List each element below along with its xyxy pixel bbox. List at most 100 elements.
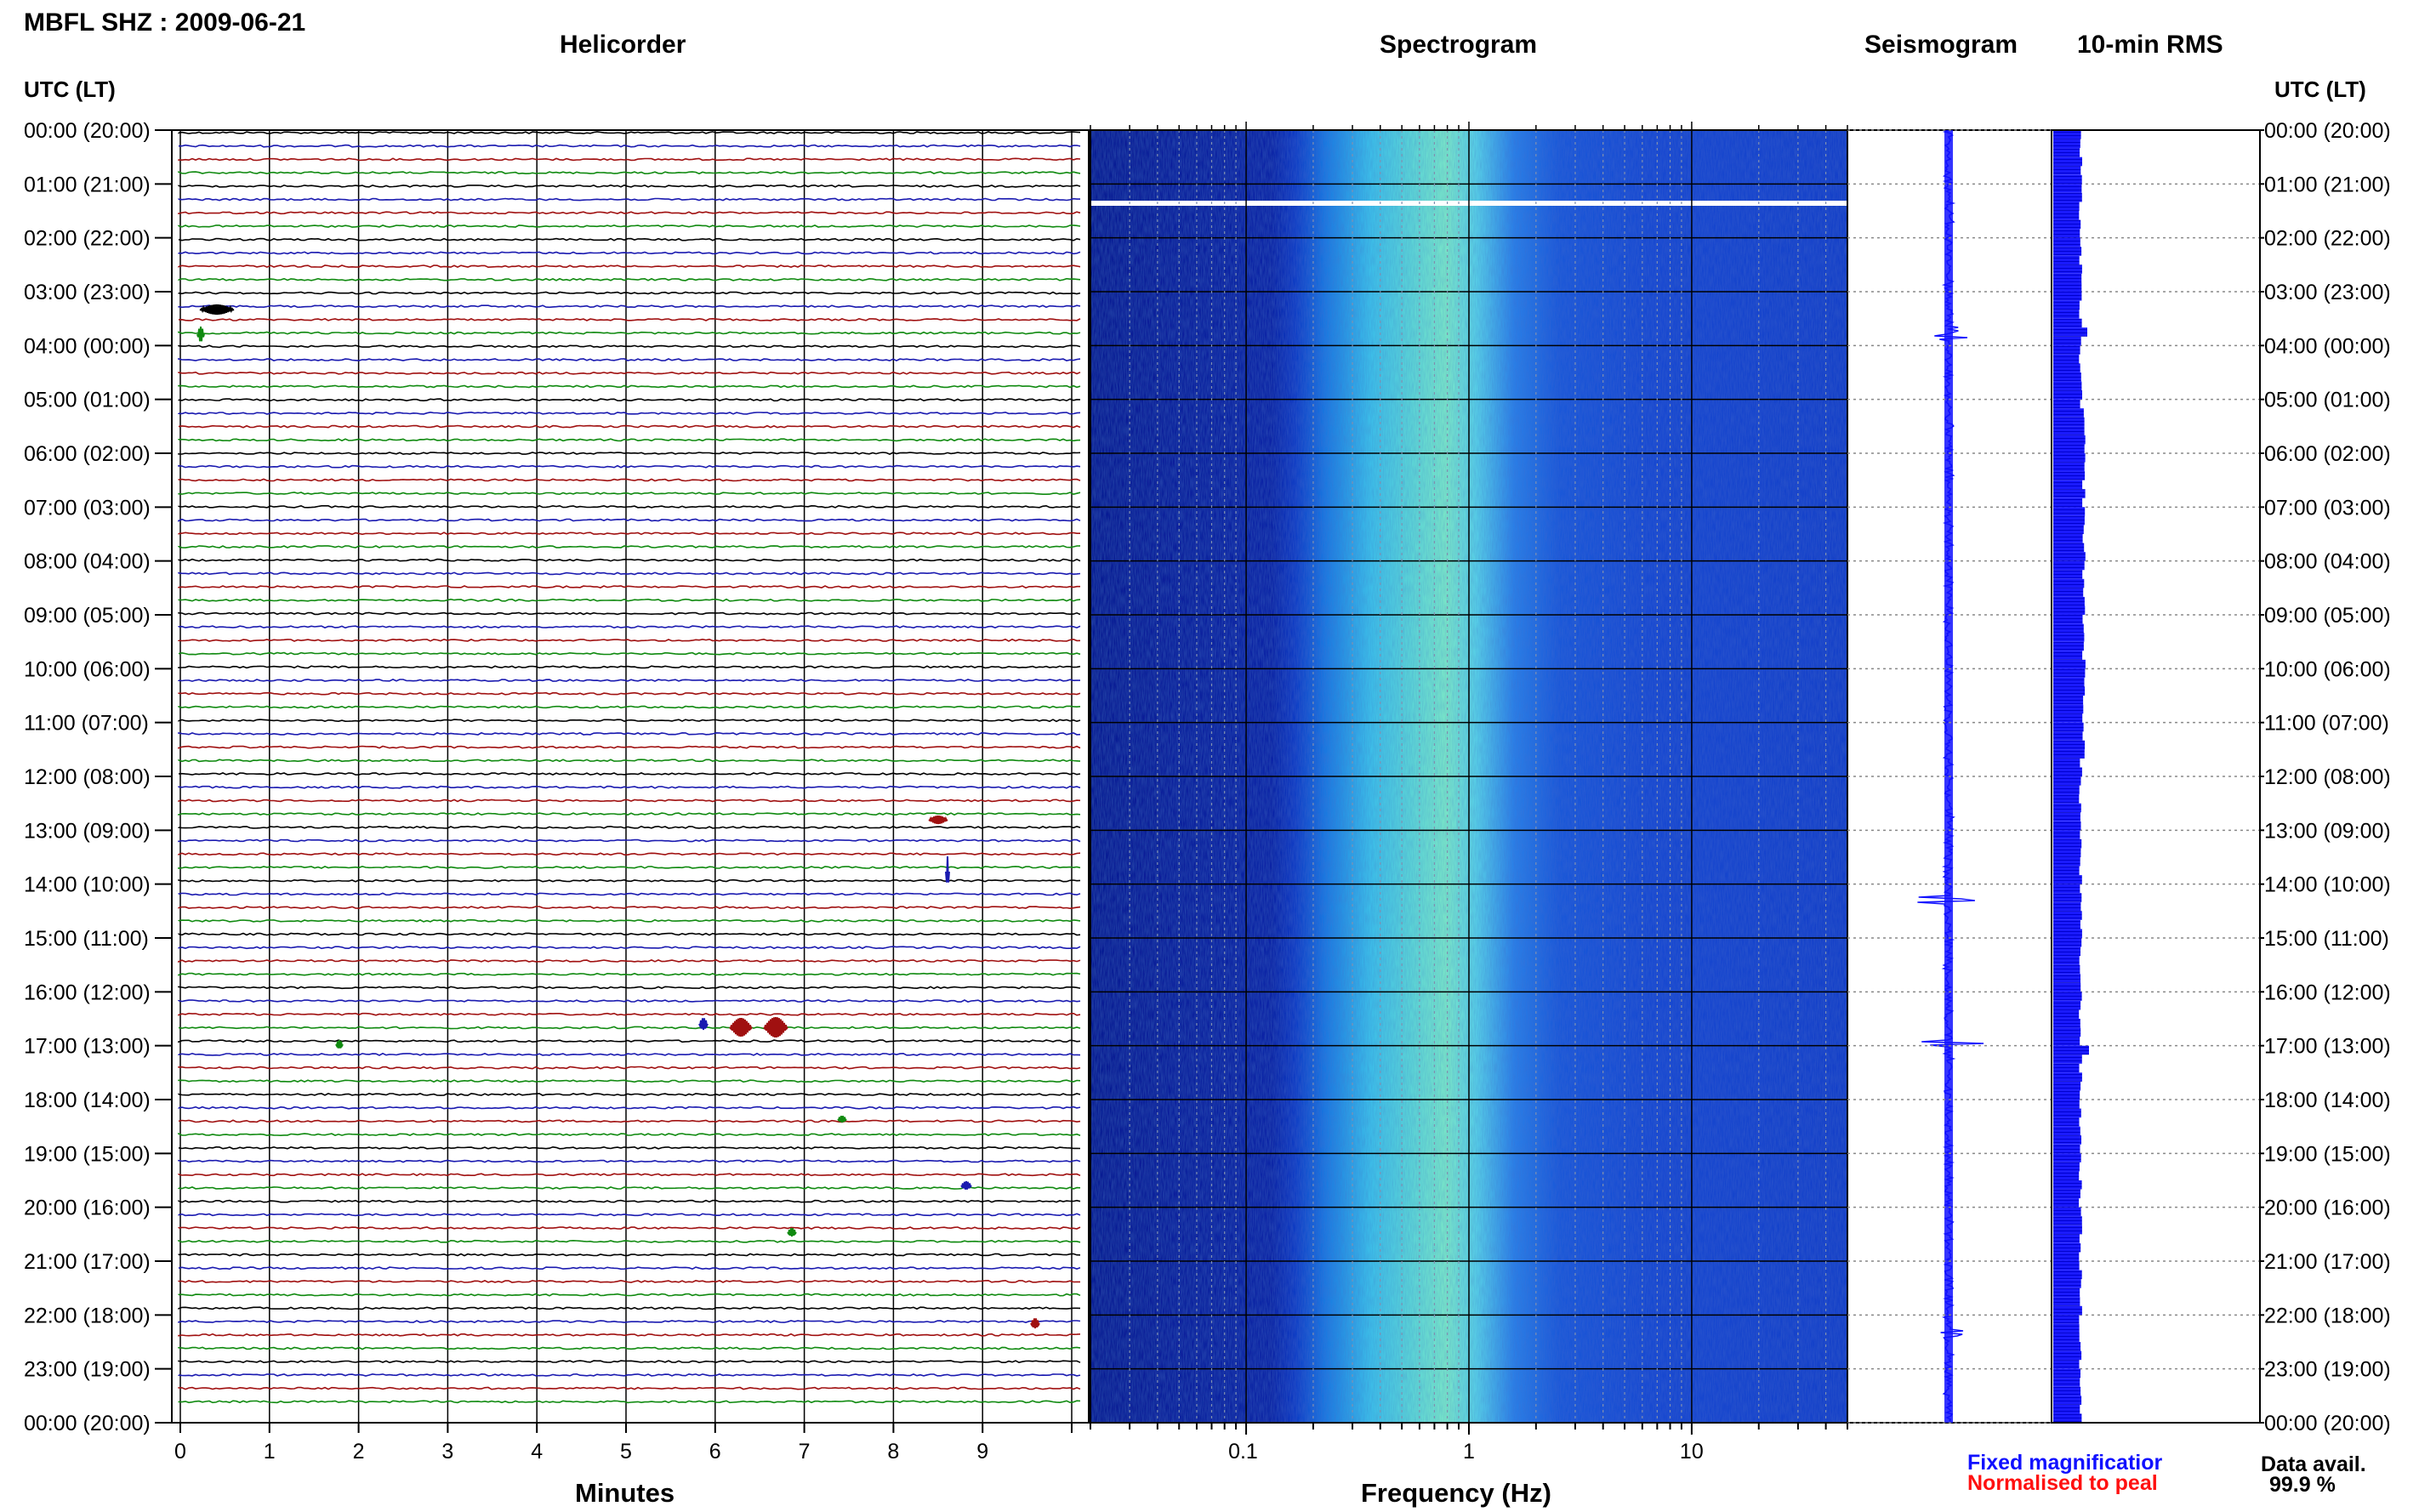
rms-bar	[2053, 1090, 2080, 1100]
time-label-right: 19:00 (15:00)	[2264, 1142, 2391, 1166]
helicorder-trace	[178, 1106, 1081, 1110]
rms-bar	[2053, 722, 2084, 732]
helicorder-trace	[178, 277, 1081, 281]
helicorder-trace	[178, 1279, 1080, 1283]
helicorder-trace	[178, 1360, 1081, 1364]
helicorder-trace	[178, 357, 1081, 361]
helicorder-trace	[178, 492, 1081, 496]
helicorder-trace	[178, 452, 1081, 455]
seismogram-title: Seismogram	[1864, 31, 2018, 59]
rms-bar	[2053, 1342, 2081, 1351]
rms-bar	[2053, 1162, 2080, 1172]
minutes-axis: 0 1 2 3 4 5 6 7 8 9	[172, 1422, 1089, 1464]
rms-bar	[2053, 893, 2082, 902]
rms-bar	[2053, 1019, 2080, 1028]
time-label-left: 01:00 (21:00)	[24, 173, 151, 196]
rms-bar	[2053, 1072, 2082, 1082]
time-label-left: 00:00 (20:00)	[24, 1412, 151, 1435]
time-label-left: 12:00 (08:00)	[24, 765, 151, 789]
helicorder-trace	[178, 1159, 1081, 1163]
rms-bar	[2053, 668, 2086, 678]
rms-bar	[2053, 758, 2080, 768]
time-label-left: 03:00 (23:00)	[24, 281, 151, 304]
rms-bar	[2053, 310, 2080, 319]
helicorder-trace	[178, 1132, 1081, 1137]
rms-bar	[2053, 174, 2082, 185]
rms-bar	[2053, 1009, 2080, 1019]
helicorder-trace	[178, 906, 1081, 910]
helicorder-trace	[178, 892, 1081, 896]
data-availability-label: Data avail.	[2261, 1452, 2366, 1476]
rms-bar	[2053, 399, 2080, 409]
helicorder-trace	[178, 932, 1081, 936]
helicorder-trace	[178, 1119, 1081, 1123]
rms-bar	[2053, 578, 2085, 588]
rms-bar	[2053, 1153, 2081, 1162]
rms-bar	[2053, 1350, 2082, 1361]
rms-bar	[2053, 264, 2082, 274]
minute-tick-label: 1	[264, 1440, 276, 1464]
rms-bar	[2053, 696, 2084, 705]
rms-bar	[2053, 318, 2082, 328]
time-label-left: 23:00 (19:00)	[24, 1358, 151, 1382]
time-label-right: 00:00 (20:00)	[2264, 1412, 2391, 1435]
time-label-right: 08:00 (04:00)	[2264, 550, 2391, 574]
time-label-left: 13:00 (09:00)	[24, 819, 151, 843]
rms-bar	[2053, 964, 2080, 975]
helicorder-trace	[178, 1186, 1081, 1190]
helicorder-trace	[178, 1066, 1081, 1070]
helicorder-trace	[178, 918, 1081, 923]
rms-bar	[2053, 453, 2086, 463]
rms-bar	[2053, 390, 2082, 400]
time-label-left: 09:00 (05:00)	[24, 604, 151, 628]
helicorder-trace	[178, 838, 1081, 843]
time-label-right: 18:00 (14:00)	[2264, 1089, 2391, 1112]
rms-bar	[2053, 776, 2081, 786]
helicorder-trace	[178, 518, 1081, 522]
helicorder-trace	[179, 144, 1081, 148]
rms-bar	[2053, 704, 2084, 714]
rms-bar	[2053, 372, 2081, 382]
rms-bar	[2053, 345, 2080, 355]
rms-bar	[2053, 956, 2080, 965]
time-label-right: 12:00 (08:00)	[2264, 765, 2391, 789]
helicorder-trace	[178, 972, 1081, 976]
helicorder-trace	[178, 291, 1081, 295]
rms-bar	[2053, 740, 2086, 750]
rms-bar	[2053, 1305, 2082, 1316]
rms-bar	[2053, 156, 2082, 167]
time-label-left: 21:00 (17:00)	[24, 1250, 151, 1274]
helicorder-trace	[178, 1039, 1081, 1043]
time-label-right: 23:00 (19:00)	[2264, 1358, 2391, 1382]
rms-bar	[2053, 1100, 2080, 1109]
rms-bar	[2053, 785, 2080, 795]
helicorder-trace	[178, 424, 1081, 429]
helicorder-trace	[178, 1306, 1081, 1310]
rms-bar	[2053, 300, 2080, 310]
rms-bar	[2053, 273, 2082, 283]
seismic-event	[928, 815, 948, 825]
seismic-event	[763, 1016, 788, 1037]
helicorder-trace	[178, 611, 1081, 616]
legend-normalised-to-peak: Normalised to peal	[1967, 1471, 2158, 1495]
seismic-event	[837, 1116, 847, 1123]
helicorder-trace	[178, 571, 1081, 576]
helicorder-trace	[178, 825, 1081, 829]
helicorder-trace	[178, 1373, 1081, 1377]
helicorder-trace	[178, 225, 1081, 228]
rms-bar	[2053, 192, 2082, 202]
helicorder-trace	[178, 785, 1081, 789]
minute-tick-label: 0	[174, 1440, 186, 1464]
helicorder-trace	[178, 171, 1081, 175]
helicorder-trace	[178, 999, 1081, 1003]
helicorder-trace	[178, 478, 1081, 482]
helicorder-trace	[178, 558, 1081, 562]
rms-bar	[2053, 821, 2081, 831]
rms-bar	[2053, 570, 2083, 579]
rms-bar	[2053, 641, 2084, 651]
rms-bar	[2053, 1378, 2080, 1387]
helicorder-trace	[178, 585, 1080, 589]
helicorder-trace	[178, 1213, 1081, 1217]
time-label-left: 14:00 (10:00)	[24, 873, 151, 897]
rms-bar	[2053, 552, 2086, 561]
